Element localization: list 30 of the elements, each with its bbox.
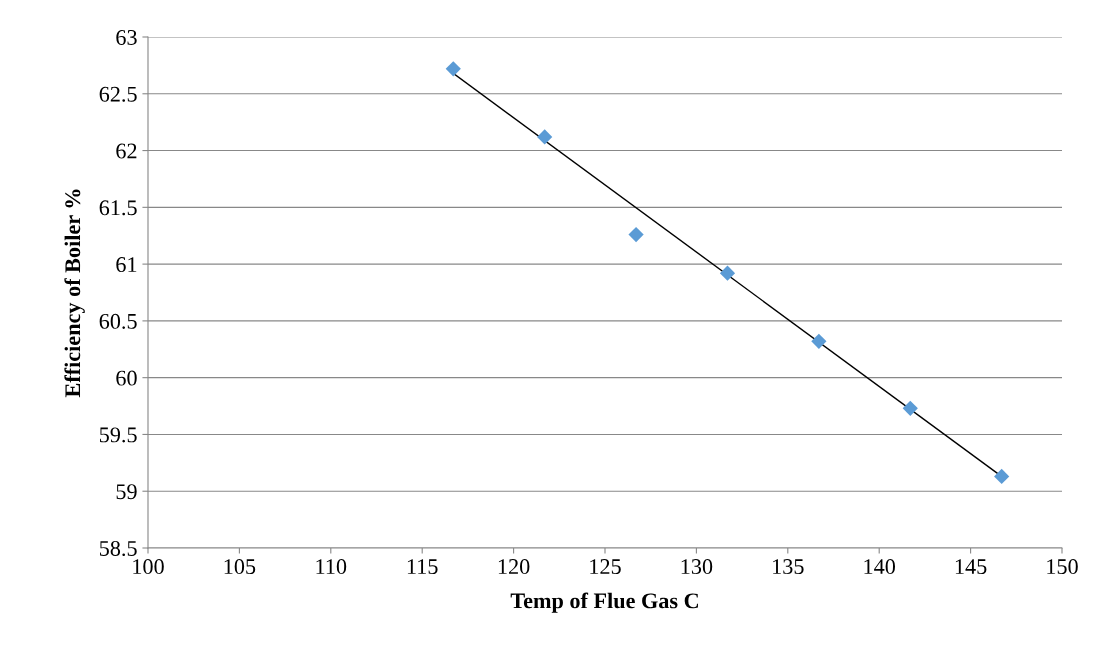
y-tick-label: 62.5: [99, 86, 137, 102]
x-tick-label: 145: [955, 559, 987, 575]
x-tick-label: 120: [498, 559, 530, 575]
y-tick-label: 61.5: [99, 200, 137, 216]
x-tick-label: 105: [224, 559, 256, 575]
point: [537, 129, 553, 145]
y-tick-label: 60.5: [99, 313, 137, 329]
point: [811, 333, 827, 349]
point: [628, 226, 644, 243]
y-tick-label: 60: [116, 370, 137, 386]
y-tick-label: 62: [116, 143, 137, 159]
point: [902, 400, 918, 416]
y-tick-label: 58.5: [99, 540, 137, 557]
x-axis-title: Temp of Flue Gas C: [510, 592, 698, 613]
x-tick-label: 125: [590, 559, 621, 575]
x-tick-label: 115: [407, 559, 438, 575]
point: [445, 61, 461, 77]
point: [719, 265, 736, 281]
y-tick-label: 59.5: [99, 427, 137, 443]
x-tick-label: 100: [133, 559, 164, 575]
y-axis-title: Efficiency of Boiler %: [64, 189, 85, 398]
y-tick-label: 61: [116, 257, 137, 273]
x-tick-label: 150: [1047, 559, 1078, 575]
y-tick-label: 59: [116, 484, 137, 500]
x-tick-label: 110: [316, 559, 347, 575]
x-tick-label: 135: [773, 559, 804, 575]
point: [994, 468, 1010, 485]
x-tick-label: 130: [681, 559, 713, 575]
x-tick-label: 140: [864, 559, 896, 575]
y-tick-label: 63: [116, 29, 137, 45]
